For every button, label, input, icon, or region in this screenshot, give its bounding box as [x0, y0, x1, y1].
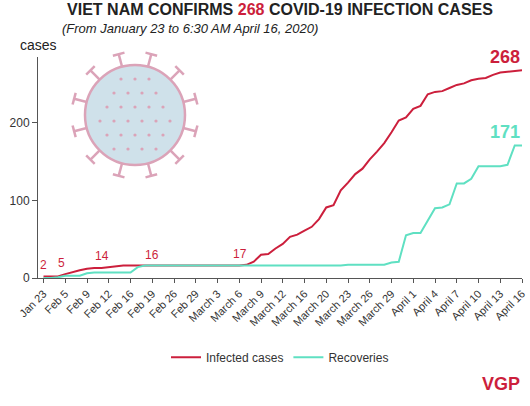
svg-text:2: 2 — [40, 258, 47, 272]
svg-text:March 26: March 26 — [334, 288, 375, 329]
svg-text:March 23: March 23 — [312, 288, 353, 329]
svg-text:268: 268 — [490, 47, 520, 67]
svg-text:cases: cases — [20, 37, 57, 53]
svg-text:April 1: April 1 — [388, 288, 419, 319]
svg-text:200: 200 — [10, 116, 30, 130]
svg-text:March 16: March 16 — [269, 288, 310, 329]
svg-text:Jan 23: Jan 23 — [17, 288, 49, 320]
svg-text:Feb 16: Feb 16 — [103, 288, 136, 321]
svg-text:March 12: March 12 — [247, 288, 288, 329]
svg-text:14: 14 — [95, 249, 109, 263]
svg-text:Feb 9: Feb 9 — [64, 288, 92, 316]
svg-text:VIET NAM CONFIRMS 268 COVID-19: VIET NAM CONFIRMS 268 COVID-19 INFECTION… — [67, 1, 493, 18]
svg-text:Infected cases: Infected cases — [206, 351, 283, 365]
svg-text:VGP: VGP — [482, 374, 520, 394]
svg-text:17: 17 — [233, 247, 247, 261]
svg-text:March 3: March 3 — [186, 288, 223, 325]
svg-text:April 10: April 10 — [449, 288, 484, 323]
svg-text:171: 171 — [490, 122, 520, 142]
svg-text:March 20: March 20 — [291, 288, 332, 329]
svg-text:Feb 5: Feb 5 — [42, 288, 70, 316]
svg-text:Feb 19: Feb 19 — [125, 288, 158, 321]
svg-text:April 13: April 13 — [471, 288, 506, 323]
svg-text:April 16: April 16 — [492, 288, 527, 323]
svg-text:5: 5 — [58, 256, 65, 270]
svg-text:16: 16 — [145, 248, 159, 262]
svg-text:Recoveries: Recoveries — [328, 351, 388, 365]
svg-text:0: 0 — [23, 271, 30, 285]
svg-text:April 7: April 7 — [432, 288, 463, 319]
svg-text:100: 100 — [10, 194, 30, 208]
svg-text:March 6: March 6 — [208, 288, 245, 325]
svg-text:Feb 12: Feb 12 — [81, 288, 114, 321]
svg-text:(From January 23 to 6:30 AM Ap: (From January 23 to 6:30 AM April 16, 20… — [62, 21, 318, 36]
svg-text:Feb 26: Feb 26 — [147, 288, 180, 321]
svg-text:March 9: March 9 — [230, 288, 267, 325]
svg-text:March 29: March 29 — [356, 288, 397, 329]
svg-text:Feb 29: Feb 29 — [168, 288, 201, 321]
svg-text:April 4: April 4 — [410, 288, 441, 319]
